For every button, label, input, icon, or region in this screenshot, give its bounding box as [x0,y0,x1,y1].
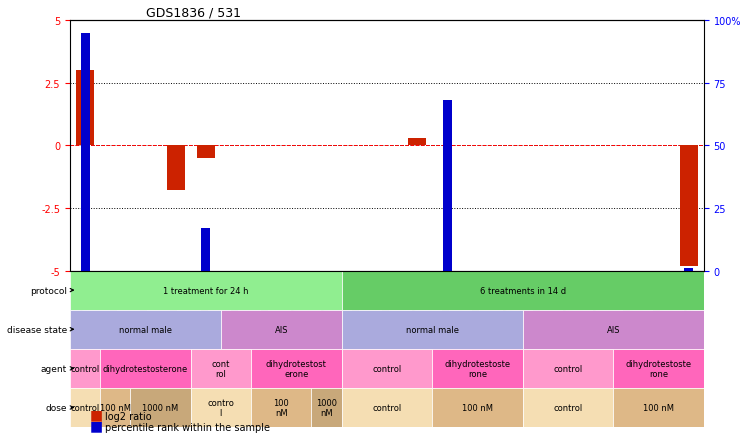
FancyBboxPatch shape [251,349,342,388]
FancyBboxPatch shape [191,388,251,427]
FancyBboxPatch shape [523,388,613,427]
FancyBboxPatch shape [130,388,191,427]
Text: 6 treatments in 14 d: 6 treatments in 14 d [479,286,565,295]
Text: dihydrotestost
erone: dihydrotestost erone [266,359,327,378]
FancyBboxPatch shape [523,310,704,349]
Text: control: control [70,403,99,412]
Text: normal male: normal male [405,325,459,334]
FancyBboxPatch shape [70,271,342,310]
Text: ■: ■ [90,418,103,432]
Bar [684,268,693,271]
FancyBboxPatch shape [100,388,130,427]
FancyBboxPatch shape [342,310,523,349]
FancyBboxPatch shape [523,349,613,388]
FancyBboxPatch shape [342,271,704,310]
Text: control: control [373,403,402,412]
FancyBboxPatch shape [221,310,342,349]
FancyBboxPatch shape [432,388,523,427]
Text: dihydrotestosterone: dihydrotestosterone [102,364,188,373]
Text: control: control [70,364,99,373]
Text: dihydrotestoste
rone: dihydrotestoste rone [625,359,692,378]
Bar [201,228,210,271]
Text: contro
l: contro l [207,398,234,417]
Text: 1 treatment for 24 h: 1 treatment for 24 h [163,286,248,295]
Bar [167,146,185,191]
Text: 100 nM: 100 nM [643,403,674,412]
Bar [81,33,90,271]
Text: 1000 nM: 1000 nM [142,403,179,412]
Text: 100
nM: 100 nM [273,398,289,417]
FancyBboxPatch shape [613,388,704,427]
Text: dose: dose [46,403,67,412]
FancyBboxPatch shape [70,388,100,427]
Text: 100 nM: 100 nM [99,403,131,412]
Text: normal male: normal male [119,325,172,334]
Text: AIS: AIS [607,325,620,334]
Bar [680,146,698,266]
Text: ■: ■ [90,408,103,421]
FancyBboxPatch shape [70,349,100,388]
FancyBboxPatch shape [311,388,342,427]
Text: percentile rank within the sample: percentile rank within the sample [105,422,270,431]
Text: AIS: AIS [275,325,288,334]
Text: 100 nM: 100 nM [462,403,493,412]
Text: control: control [373,364,402,373]
Text: control: control [554,364,583,373]
Bar [408,138,426,146]
Bar [443,101,452,271]
Text: protocol: protocol [30,286,67,295]
FancyBboxPatch shape [432,349,523,388]
Bar [76,71,94,146]
FancyBboxPatch shape [191,349,251,388]
FancyBboxPatch shape [70,310,221,349]
FancyBboxPatch shape [251,388,311,427]
Text: log2 ratio: log2 ratio [105,411,151,421]
FancyBboxPatch shape [100,349,191,388]
FancyBboxPatch shape [342,349,432,388]
Text: control: control [554,403,583,412]
Text: cont
rol: cont rol [212,359,230,378]
Text: dihydrotestoste
rone: dihydrotestoste rone [444,359,511,378]
Bar [197,146,215,158]
FancyBboxPatch shape [613,349,704,388]
Text: disease state: disease state [7,325,67,334]
FancyBboxPatch shape [342,388,432,427]
Text: 1000
nM: 1000 nM [316,398,337,417]
Text: agent: agent [40,364,67,373]
Text: GDS1836 / 531: GDS1836 / 531 [146,7,241,20]
